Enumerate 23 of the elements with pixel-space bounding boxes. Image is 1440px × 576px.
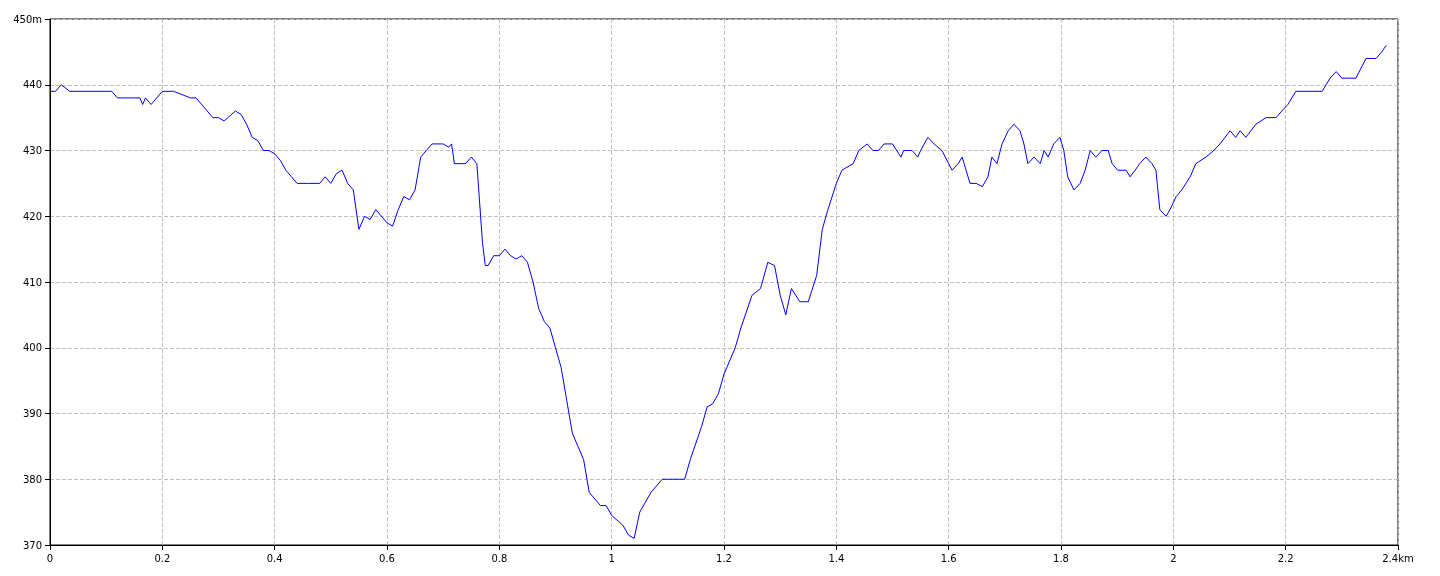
y-tick-label: 440 <box>22 79 42 91</box>
x-tick-label: 0.4 <box>266 552 283 564</box>
x-tick-label: 1.8 <box>1053 552 1069 564</box>
x-tick-label: 2.2 <box>1277 552 1294 564</box>
y-tick-label: 400 <box>22 342 42 354</box>
y-tick-label: 410 <box>22 276 42 288</box>
y-tick-label: 370 <box>22 539 42 551</box>
x-tick-label: 0.8 <box>491 552 508 564</box>
y-tick-label: 420 <box>22 210 42 222</box>
x-tick-label: 1.2 <box>716 552 732 564</box>
x-tick-label: 0 <box>46 552 54 564</box>
y-tick-label: 430 <box>22 145 42 156</box>
line-series <box>49 44 1387 539</box>
y-tick-label: 380 <box>22 473 42 485</box>
x-tick-label: 0.2 <box>154 552 171 564</box>
y-tick-label: 450m <box>13 13 42 25</box>
x-tick-label: 2.4km <box>1382 552 1414 564</box>
x-tick-label: 1 <box>608 552 615 564</box>
x-tick-label: 2 <box>1170 552 1177 564</box>
x-tick-label: 0.6 <box>379 552 395 564</box>
x-tick-label: 1.6 <box>940 552 957 564</box>
y-tick-label: 390 <box>22 408 42 419</box>
x-tick-label: 1.4 <box>828 552 845 564</box>
